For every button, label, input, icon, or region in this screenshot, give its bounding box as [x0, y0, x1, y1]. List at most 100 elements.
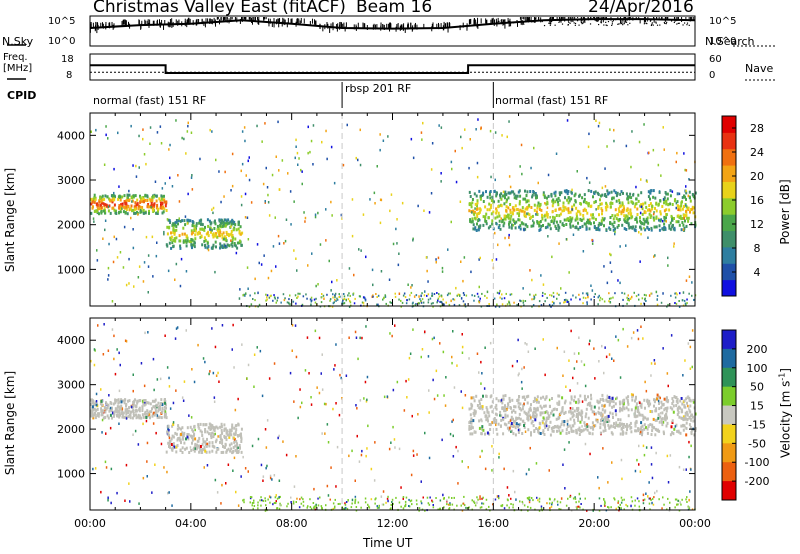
- velocity-echo-cell: [680, 410, 683, 414]
- velocity-echo-cell: [685, 417, 688, 421]
- power-echo-cell: [582, 209, 585, 213]
- power-echo-cell: [143, 200, 145, 204]
- power-echo-cell: [234, 223, 237, 227]
- power-near-range-point: [551, 304, 554, 307]
- power-echo-cell: [233, 242, 236, 245]
- power-echo-cell: [551, 215, 554, 219]
- velocity-echo-cell: [535, 415, 538, 419]
- power-echo-cell: [233, 243, 236, 247]
- power-echo-cell: [625, 228, 628, 231]
- velocity-scatter-point: [570, 329, 572, 333]
- power-echo-cell: [472, 223, 475, 227]
- velocity-echo-cell: [193, 433, 195, 437]
- velocity-scatter-point: [237, 397, 239, 401]
- power-scatter-point: [675, 206, 677, 210]
- power-echo-cell: [125, 202, 128, 206]
- velocity-echo-cell: [590, 407, 593, 411]
- velocity-scatter-point: [605, 355, 608, 359]
- velocity-echo-cell: [488, 423, 491, 426]
- power-near-range-point: [394, 292, 396, 295]
- power-echo-cell: [181, 219, 184, 223]
- velocity-echo-cell: [208, 441, 211, 445]
- nsearch-dot: [554, 24, 556, 26]
- power-echo-cell: [107, 209, 110, 213]
- power-near-range-point: [243, 293, 245, 296]
- power-scatter-point: [412, 156, 415, 160]
- power-near-range-point: [465, 294, 468, 297]
- velocity-echo-cell: [177, 424, 180, 428]
- power-scatter-point: [277, 234, 280, 238]
- velocity-near-range-point: [691, 508, 694, 511]
- velocity-scatter-point: [573, 352, 576, 355]
- power-echo-cell: [102, 198, 105, 202]
- power-echo-cell: [571, 216, 574, 220]
- power-panel-background: [90, 113, 695, 306]
- nsearch-dot: [548, 19, 550, 22]
- power-echo-cell: [580, 218, 583, 222]
- power-echo-cell: [212, 232, 215, 236]
- velocity-echo-cell: [640, 425, 643, 429]
- power-echo-cell: [119, 205, 122, 209]
- velocity-echo-cell: [475, 394, 478, 398]
- power-echo-cell: [685, 191, 688, 195]
- velocity-scatter-point: [132, 433, 134, 436]
- power-near-range-point: [427, 293, 430, 296]
- power-echo-cell: [497, 211, 500, 215]
- velocity-scatter-point: [506, 486, 509, 489]
- velocity-echo-cell: [640, 405, 643, 409]
- velocity-scatter-point: [260, 463, 263, 467]
- power-echo-cell: [631, 226, 634, 230]
- power-scatter-point: [128, 208, 131, 212]
- velocity-echo-cell: [582, 428, 585, 432]
- velocity-echo-cell: [125, 404, 127, 408]
- power-near-range-point: [462, 292, 465, 294]
- velocity-scatter-point: [194, 447, 196, 450]
- power-scatter-point: [392, 242, 395, 246]
- velocity-echo-cell: [240, 440, 243, 443]
- velocity-echo-cell: [551, 429, 554, 433]
- power-echo-cell: [586, 218, 589, 222]
- power-echo-cell: [655, 216, 658, 220]
- nsearch-dot: [516, 20, 518, 22]
- power-near-range-point: [332, 302, 335, 305]
- power-echo-cell: [609, 216, 612, 219]
- velocity-echo-cell: [229, 449, 232, 453]
- power-echo-cell: [471, 198, 474, 201]
- velocity-echo-cell: [664, 407, 667, 410]
- power-echo-cell: [532, 221, 535, 225]
- power-scatter-point: [115, 237, 118, 241]
- velocity-echo-cell: [170, 437, 173, 441]
- velocity-echo-cell: [646, 399, 649, 403]
- velocity-echo-cell: [237, 450, 240, 453]
- velocity-echo-cell: [551, 397, 553, 400]
- power-echo-cell: [144, 198, 147, 202]
- velocity-echo-cell: [209, 423, 212, 427]
- velocity-scatter-point: [166, 366, 169, 369]
- velocity-echo-cell: [643, 427, 646, 431]
- velocity-echo-cell: [194, 444, 197, 448]
- power-scatter-point: [224, 170, 226, 174]
- power-near-range-point: [540, 304, 543, 307]
- velocity-scatter-point: [232, 469, 234, 472]
- power-echo-cell: [510, 214, 513, 218]
- power-scatter-point: [582, 250, 585, 253]
- velocity-echo-cell: [514, 426, 517, 430]
- power-echo-cell: [487, 226, 490, 230]
- velocity-near-range-point: [269, 501, 271, 504]
- velocity-near-range-point: [269, 496, 272, 499]
- velocity-echo-cell: [550, 426, 553, 430]
- velocity-echo-cell: [561, 420, 564, 424]
- velocity-echo-cell: [584, 423, 587, 427]
- power-echo-cell: [637, 193, 640, 197]
- power-scatter-point: [426, 269, 428, 273]
- velocity-scatter-point: [134, 429, 137, 433]
- power-echo-cell: [578, 210, 581, 214]
- velocity-scatter-point: [411, 414, 413, 418]
- velocity-echo-cell: [590, 397, 593, 401]
- power-echo-cell: [103, 209, 105, 213]
- velocity-near-range-point: [638, 505, 641, 508]
- power-scatter-point: [546, 206, 549, 209]
- velocity-echo-cell: [517, 425, 520, 429]
- power-scatter-point: [143, 261, 146, 264]
- power-echo-cell: [567, 217, 570, 221]
